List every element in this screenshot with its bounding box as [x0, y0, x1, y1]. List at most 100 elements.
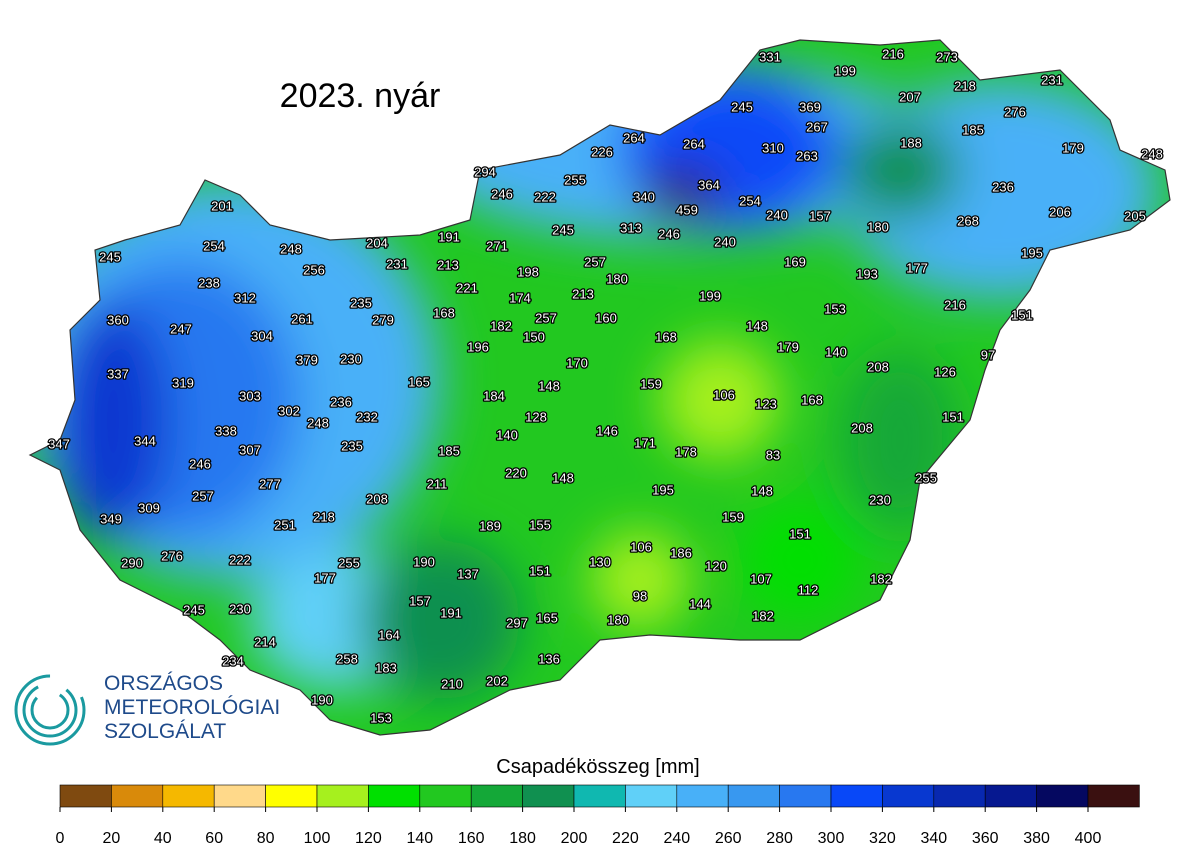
legend-tick-label: 360 [972, 830, 999, 847]
station-value: 276 [161, 548, 183, 563]
station-value: 338 [215, 423, 237, 438]
station-value: 245 [183, 602, 205, 617]
station-value: 148 [751, 483, 773, 498]
station-value: 136 [538, 651, 560, 666]
station-value: 204 [366, 235, 388, 250]
station-value: 153 [370, 710, 392, 725]
station-value: 245 [99, 249, 121, 264]
station-value: 302 [278, 403, 300, 418]
legend-tick-label: 400 [1075, 830, 1102, 847]
station-value: 198 [517, 264, 539, 279]
station-value: 263 [796, 148, 818, 163]
station-value: 140 [825, 344, 847, 359]
station-value: 106 [630, 539, 652, 554]
legend-swatch [470, 784, 523, 808]
station-value: 168 [655, 329, 677, 344]
station-value: 218 [313, 509, 335, 524]
station-value: 248 [307, 415, 329, 430]
station-value: 190 [413, 554, 435, 569]
legend-tick-label: 120 [355, 830, 382, 847]
legend-tick-label: 220 [612, 830, 639, 847]
logo-line: ORSZÁGOS [104, 672, 223, 695]
legend-swatch [111, 784, 164, 808]
legend-tick-label: 40 [154, 830, 172, 847]
station-value: 201 [211, 198, 233, 213]
station-value: 213 [437, 257, 459, 272]
station-value: 331 [759, 49, 781, 64]
station-value: 277 [259, 476, 281, 491]
station-value: 344 [134, 433, 156, 448]
station-value: 276 [1004, 104, 1026, 119]
station-value: 97 [981, 347, 995, 362]
station-value: 199 [834, 63, 856, 78]
station-value: 309 [138, 500, 160, 515]
legend-swatch [625, 784, 678, 808]
legend-swatch [573, 784, 626, 808]
station-value: 255 [564, 172, 586, 187]
legend-swatch [59, 784, 112, 808]
station-value: 213 [572, 286, 594, 301]
station-value: 307 [239, 442, 261, 457]
station-value: 153 [824, 301, 846, 316]
station-value: 208 [851, 420, 873, 435]
station-value: 199 [699, 288, 721, 303]
legend-tick-label: 180 [509, 830, 536, 847]
station-value: 177 [314, 570, 336, 585]
station-value: 168 [433, 305, 455, 320]
station-value: 255 [915, 470, 937, 485]
station-value: 230 [229, 601, 251, 616]
station-value: 246 [189, 456, 211, 471]
station-value: 205 [1124, 208, 1146, 223]
legend-swatch [419, 784, 472, 808]
legend-tick-label: 260 [715, 830, 742, 847]
station-value: 360 [107, 312, 129, 327]
station-value: 159 [722, 509, 744, 524]
logo-line: METEOROLÓGIAI [104, 696, 280, 719]
station-value: 202 [486, 673, 508, 688]
station-value: 235 [341, 438, 363, 453]
station-value: 180 [867, 219, 889, 234]
station-labels: 331 216 273 199 218 231 245 369 207 276 267 185 264 2… [47, 45, 1164, 727]
station-value: 364 [698, 177, 720, 192]
station-value: 255 [338, 555, 360, 570]
station-value: 189 [479, 518, 501, 533]
station-value: 83 [766, 447, 780, 462]
station-value: 214 [254, 634, 276, 649]
station-value: 151 [1011, 307, 1033, 322]
station-value: 155 [529, 517, 551, 532]
station-value: 257 [192, 488, 214, 503]
station-value: 195 [652, 482, 674, 497]
station-value: 179 [777, 339, 799, 354]
station-value: 245 [731, 99, 753, 114]
station-value: 159 [640, 376, 662, 391]
station-value: 206 [1049, 204, 1071, 219]
station-value: 267 [806, 119, 828, 134]
station-value: 165 [408, 374, 430, 389]
station-value: 218 [954, 78, 976, 93]
station-value: 128 [525, 409, 547, 424]
station-value: 248 [280, 241, 302, 256]
station-value: 184 [483, 388, 505, 403]
legend-tick-label: 320 [869, 830, 896, 847]
station-value: 207 [899, 89, 921, 104]
station-value: 120 [705, 558, 727, 573]
station-value: 294 [474, 164, 496, 179]
map-title: 2023. nyár [280, 77, 441, 115]
station-value: 222 [229, 552, 251, 567]
logo: ORSZÁGOS METEOROLÓGIAI SZOLGÁLAT [14, 672, 280, 746]
station-value: 379 [296, 352, 318, 367]
logo-line: SZOLGÁLAT [104, 720, 226, 743]
station-value: 231 [386, 256, 408, 271]
station-value: 256 [303, 262, 325, 277]
station-value: 177 [906, 260, 928, 275]
legend-tick-label: 0 [56, 830, 65, 847]
station-value: 165 [536, 610, 558, 625]
legend-tick-label: 380 [1023, 830, 1050, 847]
station-value: 148 [538, 378, 560, 393]
station-value: 271 [486, 238, 508, 253]
station-value: 240 [714, 234, 736, 249]
legend-tick-label: 160 [458, 830, 485, 847]
station-value: 231 [1041, 72, 1063, 87]
station-value: 151 [529, 563, 551, 578]
